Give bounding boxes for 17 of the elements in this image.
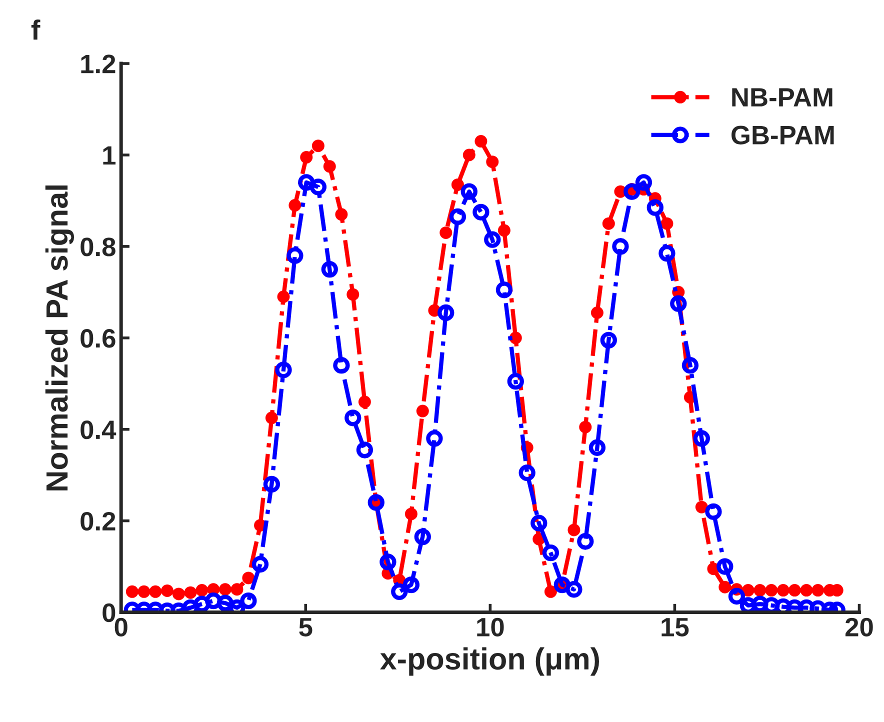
y-tick-label: 1 xyxy=(103,146,116,165)
y-tick-label: 0.4 xyxy=(80,420,116,440)
x-tick-label: 20 xyxy=(845,618,873,636)
y-axis-title: Normalized PA signal xyxy=(45,186,74,490)
y-tick-label: 0.6 xyxy=(80,329,116,348)
x-axis-title: x-position (μm) xyxy=(380,647,600,676)
legend-label: GB-PAM xyxy=(732,126,834,144)
x-tick-label: 10 xyxy=(477,618,504,636)
y-tick-label: 0 xyxy=(102,603,116,622)
x-tick-label: 15 xyxy=(662,618,689,636)
y-tick-label: 1.2 xyxy=(81,54,116,74)
x-tick-label: 0 xyxy=(114,618,128,636)
y-tick-label: 0.2 xyxy=(80,512,116,531)
x-tick-label: 5 xyxy=(299,618,312,636)
legend-label: NB-PAM xyxy=(732,88,832,106)
chart-title: f xyxy=(31,20,40,40)
y-tick-label: 0.8 xyxy=(80,238,116,256)
